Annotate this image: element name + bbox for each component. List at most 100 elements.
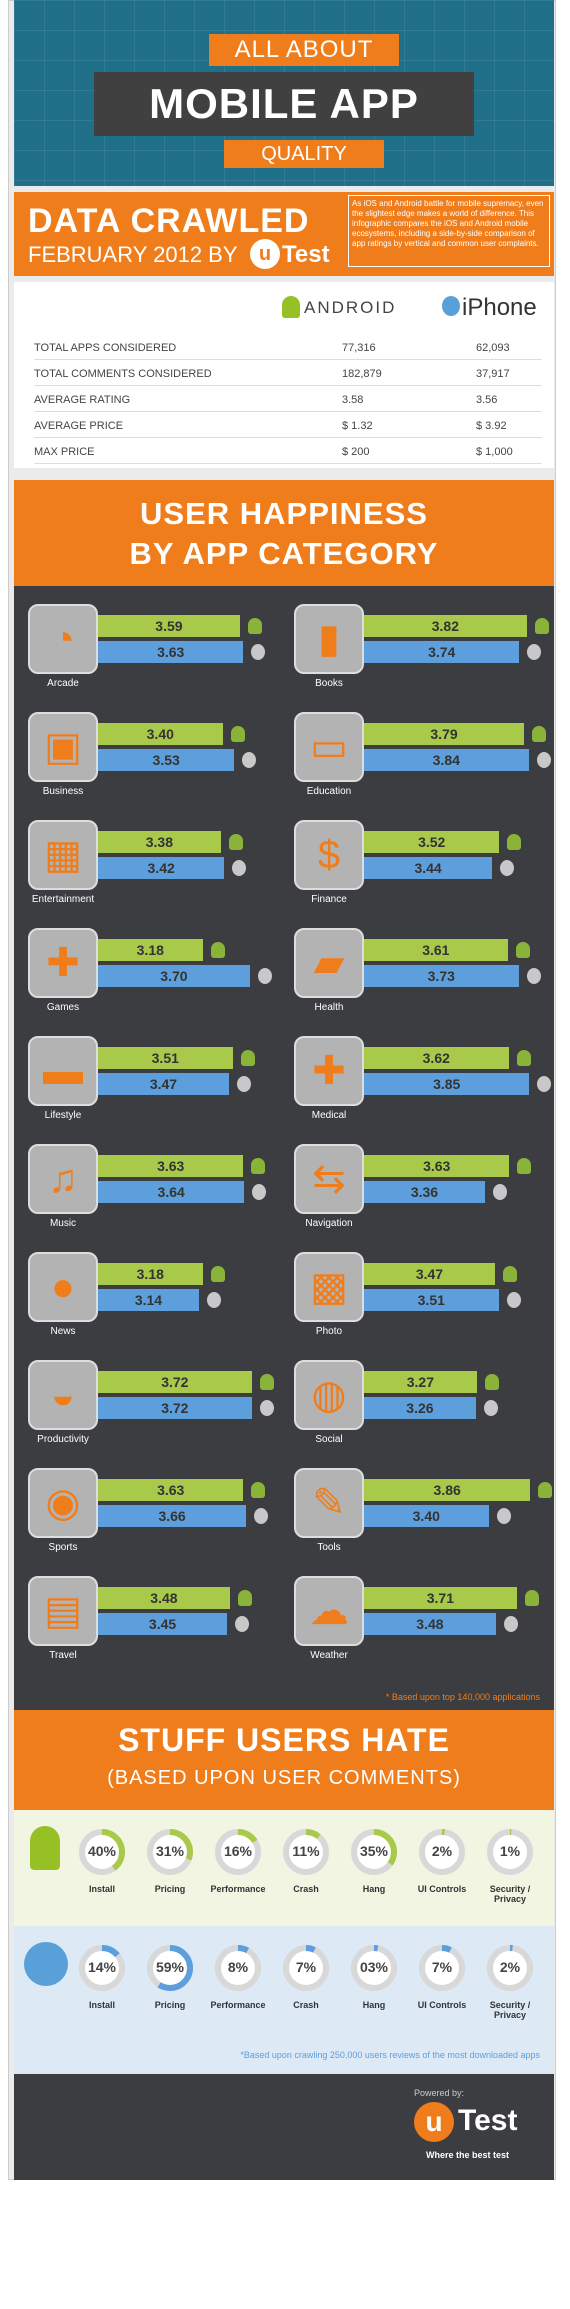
utest-logo-name: Test — [282, 241, 330, 268]
android-icon — [259, 1374, 274, 1390]
android-icon — [532, 726, 546, 742]
hate-percent: 7% — [295, 1959, 317, 1975]
category-entertainment: ▦ Entertainment 3.38 3.42 — [28, 820, 278, 920]
hate-donut: 7% — [282, 1944, 330, 1992]
ios-hate-row: *Based upon crawling 250,000 users revie… — [14, 1926, 554, 2074]
hate-donut: 2% — [486, 1944, 534, 1992]
hate-category-label: Security / Privacy — [489, 1884, 531, 1904]
ios-rating-bar: 3.51 — [364, 1289, 499, 1311]
hate-category-label: Hang — [362, 1884, 386, 1894]
apple-icon — [236, 1076, 251, 1092]
hate-category-label: Crash — [293, 2000, 319, 2010]
android-icon — [502, 1266, 517, 1282]
ios-rating-bar: 3.14 — [98, 1289, 199, 1311]
category-label: Travel — [49, 1650, 77, 1661]
pacman-icon: ◔ — [28, 604, 98, 674]
apple-icon — [536, 752, 551, 768]
apple-icon — [242, 752, 257, 768]
suitcase-icon: ▤ — [28, 1576, 98, 1646]
apple-icon — [492, 1184, 507, 1200]
android-icon — [516, 1050, 531, 1066]
stats-iphone-value: 37,917 — [476, 368, 510, 380]
apple-icon — [503, 1616, 518, 1632]
android-icon — [210, 1266, 225, 1282]
stats-label: AVERAGE RATING — [34, 394, 131, 406]
android-rating-bar: 3.48 — [98, 1587, 230, 1609]
category-label: Medical — [311, 1110, 347, 1121]
android-rating-bar: 3.52 — [364, 831, 500, 853]
hate-donut: 7% — [418, 1944, 466, 1992]
apple-icon — [252, 1184, 267, 1200]
ios-rating-bar: 3.45 — [98, 1613, 228, 1635]
iphone-header: iPhone — [462, 294, 537, 321]
android-rating-bar: 3.27 — [364, 1371, 477, 1393]
stats-row: TOTAL APPS CONSIDERED 77,316 62,093 — [34, 334, 542, 360]
ios-rating-bar: 3.73 — [364, 965, 519, 987]
category-social: ◍ Social 3.27 3.26 — [294, 1360, 544, 1460]
happiness-footnote: * Based upon top 140,000 applications — [385, 1692, 540, 1702]
category-label: News — [50, 1326, 76, 1337]
stats-row: TOTAL COMMENTS CONSIDERED 182,879 37,917 — [34, 360, 542, 386]
android-rating-bar: 3.82 — [364, 615, 527, 637]
category-lifestyle: ▬ Lifestyle 3.51 3.47 — [28, 1036, 278, 1136]
category-health: ▰ Health 3.61 3.73 — [294, 928, 544, 1028]
category-arcade: ◔ Arcade 3.59 3.63 — [28, 604, 278, 704]
ios-rating-bar: 3.48 — [364, 1613, 496, 1635]
category-games: ✚ Games 3.18 3.70 — [28, 928, 278, 1028]
footer-tagline: Where the best test — [426, 2150, 510, 2160]
android-rating-bar: 3.71 — [364, 1587, 517, 1609]
android-rating-bar: 3.61 — [364, 939, 508, 961]
hate-donut: 59% — [146, 1944, 194, 1992]
apple-icon — [206, 1292, 221, 1308]
stats-row: AVERAGE RATING 3.58 3.56 — [34, 386, 542, 412]
ios-rating-bar: 3.70 — [98, 965, 250, 987]
category-travel: ▤ Travel 3.48 3.45 — [28, 1576, 278, 1676]
category-label: Business — [42, 786, 84, 797]
hate-percent: 11% — [292, 1843, 320, 1859]
hate-donut: 2% — [418, 1828, 466, 1876]
apple-icon — [496, 1508, 511, 1524]
android-header: ANDROID — [304, 298, 397, 317]
android-rating-bar: 3.51 — [98, 1047, 233, 1069]
apple-icon — [527, 644, 542, 660]
theater-icon: ▦ — [28, 820, 98, 890]
book-icon: ▮ — [294, 604, 364, 674]
ios-rating-bar: 3.36 — [364, 1181, 485, 1203]
stats-iphone-value: $ 1,000 — [476, 446, 513, 458]
apple-icon — [526, 968, 541, 984]
hate-percent: 03% — [359, 1959, 389, 1975]
category-label: Photo — [315, 1326, 343, 1337]
hate-category-label: Pricing — [154, 2000, 186, 2010]
android-rating-bar: 3.38 — [98, 831, 221, 853]
hate-percent: 2% — [431, 1843, 453, 1859]
wrench-icon: ✎ — [294, 1468, 364, 1538]
hate-donut: 8% — [214, 1944, 262, 1992]
hate-percent: 7% — [431, 1959, 453, 1975]
hate-donut: 03% — [350, 1944, 398, 1992]
hate-category-label: UI Controls — [417, 2000, 467, 2010]
powered-by: Powered by: — [414, 2088, 465, 2098]
android-icon — [524, 1590, 539, 1606]
ios-rating-bar: 3.85 — [364, 1073, 530, 1095]
stats-android-value: 182,879 — [342, 368, 382, 380]
android-icon — [210, 942, 225, 958]
apple-icon — [500, 860, 515, 876]
category-education: ▭ Education 3.79 3.84 — [294, 712, 551, 812]
data-crawled-banner: DATA CRAWLED FEBRUARY 2012 BY u Test As … — [14, 192, 554, 276]
apple-icon — [251, 644, 266, 660]
hate-donut: 11% — [282, 1828, 330, 1876]
hate-category-label: Hang — [362, 2000, 386, 2010]
ios-rating-bar: 3.47 — [98, 1073, 229, 1095]
android-rating-bar: 3.40 — [98, 723, 223, 745]
category-finance: $ Finance 3.52 3.44 — [294, 820, 544, 920]
category-label: Navigation — [305, 1218, 353, 1229]
stats-iphone-value: 3.56 — [476, 394, 498, 406]
hero-line-1: ALL ABOUT — [209, 34, 399, 66]
crawled-date: FEBRUARY 2012 BY — [28, 242, 238, 267]
stats-iphone-value: 62,093 — [476, 342, 510, 354]
category-photo: ▩ Photo 3.47 3.51 — [294, 1252, 544, 1352]
android-icon — [251, 1482, 266, 1498]
android-icon — [228, 834, 243, 850]
category-label: Entertainment — [31, 894, 95, 905]
apple-icon — [24, 1942, 68, 1986]
